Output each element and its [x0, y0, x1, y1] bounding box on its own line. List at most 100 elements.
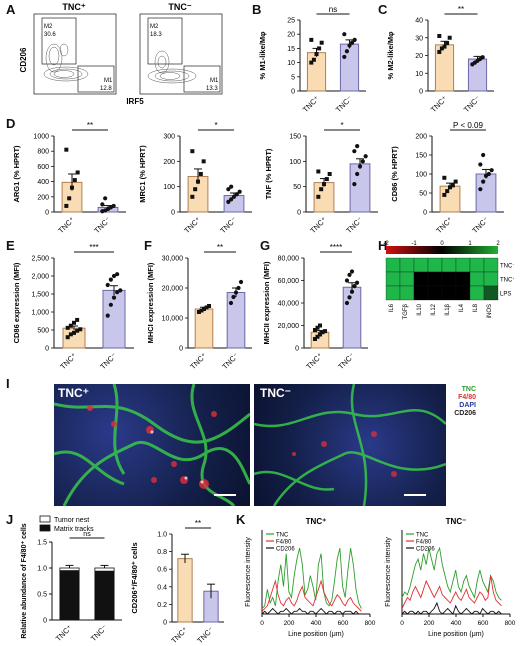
data-point	[196, 179, 200, 184]
heatmap-col-label: TGFβ	[403, 303, 409, 319]
data-point	[64, 147, 69, 152]
y-tick-label: 60,000	[278, 278, 300, 285]
x-tick-label: TNC⁺	[58, 351, 78, 371]
x-tick-label: TNC⁺	[188, 351, 208, 371]
data-point	[447, 35, 452, 40]
chart-d-arg1: 0 200 400 600 800 1000 ARG1 (% HPRT) TNC⁺ TNC⁻ **	[12, 121, 126, 235]
y-tick-label: 50	[293, 184, 301, 191]
scale-tick-label: -1	[411, 241, 417, 247]
micrograph-legend: TNC F4/80 DAPI CD206	[448, 386, 476, 418]
x-tick-label: TNC⁺	[429, 94, 449, 114]
data-point	[315, 325, 320, 330]
data-point	[75, 317, 80, 322]
data-point	[193, 187, 198, 192]
y-axis-label: CD86 (% HPRT)	[390, 146, 399, 202]
y-tick-label: 2,500	[31, 256, 49, 263]
y-tick-label: 1.0	[37, 566, 47, 573]
x-tick-label: 400	[311, 620, 322, 627]
data-point	[347, 272, 352, 277]
data-point	[309, 37, 314, 42]
heatmap-cell	[413, 271, 429, 287]
y-tick-label: 80,000	[278, 256, 300, 263]
significance-label: ns	[329, 5, 337, 14]
panel-label-i: I	[6, 376, 10, 391]
x-tick-label: TNC⁻	[220, 351, 240, 371]
data-point	[318, 332, 322, 337]
data-point	[75, 170, 80, 175]
y-tick-label: 150	[415, 153, 427, 160]
data-point	[437, 33, 442, 38]
y-tick-label: 40	[415, 18, 423, 25]
data-point	[445, 189, 450, 194]
y-axis-label: MRC1 (% HPRT)	[138, 145, 147, 203]
y-tick-label: 10	[287, 60, 295, 67]
data-point	[312, 337, 317, 341]
data-point	[238, 279, 244, 285]
y-tick-label: 800	[37, 149, 49, 156]
data-point	[442, 44, 447, 49]
data-point	[355, 171, 360, 177]
heatmap-cell	[399, 257, 415, 273]
data-point	[344, 49, 350, 54]
data-point	[68, 323, 73, 328]
data-point	[309, 60, 314, 65]
y-tick-label: 150	[289, 134, 301, 141]
data-point	[64, 203, 69, 208]
significance-label: *	[214, 121, 217, 130]
data-point	[111, 203, 116, 209]
x-tick-label: TNC⁺	[308, 215, 328, 235]
y-tick-label: 0	[171, 210, 175, 217]
data-point	[234, 192, 239, 197]
data-point	[196, 310, 201, 314]
data-point	[226, 187, 231, 192]
y-tick-label: 0	[45, 210, 49, 217]
data-point	[481, 179, 486, 184]
data-point	[318, 323, 322, 328]
panel-label-f: F	[144, 238, 152, 253]
data-point	[352, 149, 357, 154]
legend-swatch	[39, 524, 51, 532]
flow-m1-value: 13.3	[206, 86, 218, 92]
data-point	[480, 55, 485, 60]
chart-j-stacked: Tumor nest Matrix tracks 0 0.5 1.0 1.5 Relativ…	[21, 515, 122, 643]
data-point	[320, 330, 325, 335]
panel-label-e: E	[6, 238, 15, 253]
heatmap-cell	[483, 285, 499, 301]
stacked-segment	[59, 570, 80, 621]
y-tick-label: 25	[287, 18, 295, 25]
y-axis-label: Fluorescence intensity	[245, 537, 252, 607]
x-tick-label: 600	[338, 620, 349, 627]
heatmap-h: -2 -1 0 1 2 TNC⁻ TNC⁺ LPS IL6 TGFβ IL10 IL12 IL1β IL4…	[383, 241, 514, 319]
scale-tick-label: 2	[496, 241, 500, 247]
micrograph-texture	[54, 384, 250, 506]
x-tick-label: TNC⁻	[334, 94, 354, 114]
chart-k-tnc-neg: TNC⁻ Fluorescence intensity 0 200 400 600 800 L…	[385, 517, 516, 638]
y-axis-label: MHCII expression (MFI)	[262, 261, 271, 344]
significance-label: ***	[89, 243, 98, 252]
data-point	[342, 54, 347, 60]
series-line	[261, 547, 362, 609]
y-tick-label: 0	[45, 346, 49, 353]
data-point	[201, 159, 206, 164]
data-point	[322, 182, 326, 187]
heatmap-cell	[455, 271, 471, 287]
data-point	[481, 152, 486, 158]
bar	[349, 163, 371, 213]
y-tick-label: 100	[163, 184, 175, 191]
micrograph-tnc-pos: TNC⁺	[54, 384, 250, 506]
data-point	[202, 307, 206, 311]
x-tick-label: 600	[478, 620, 489, 627]
flow-m1-value: 12.8	[100, 86, 112, 92]
y-tick-label: 0	[179, 346, 183, 353]
y-axis-label: TNF (% HPRT)	[264, 148, 273, 199]
scale-tick-label: 0	[440, 241, 444, 247]
heatmap-cell	[413, 285, 429, 301]
y-tick-label: 0	[163, 620, 167, 627]
chart-b: 0 5 10 15 20 25 % M1-like/Mφ TNC⁺ TNC⁻ ns	[258, 5, 366, 114]
y-tick-label: 20,000	[162, 286, 184, 293]
y-tick-label: 30,000	[162, 256, 184, 263]
data-point	[316, 169, 321, 174]
data-point	[349, 289, 355, 294]
y-tick-label: 0	[423, 210, 427, 217]
panel-label-k: K	[236, 512, 246, 527]
